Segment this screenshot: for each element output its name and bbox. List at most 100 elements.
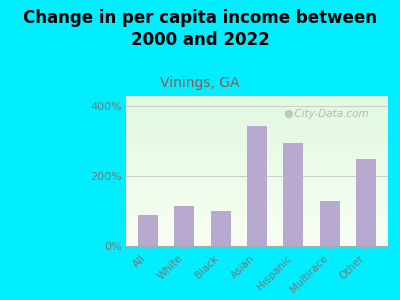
Bar [126,244,388,246]
Bar [126,120,388,122]
Bar [126,188,388,189]
Bar [126,210,388,212]
Bar [126,110,388,111]
Bar [126,100,388,102]
Bar [126,214,388,216]
Bar [126,134,388,135]
Text: ●: ● [283,109,293,119]
Bar [126,222,388,224]
Bar [126,212,388,213]
Bar [126,111,388,112]
Text: City-Data.com: City-Data.com [288,109,369,119]
Bar [126,114,388,116]
Bar [126,201,388,202]
Bar [126,231,388,232]
Bar [126,226,388,228]
Bar [126,130,388,132]
Bar [126,168,388,170]
Bar [126,102,388,104]
Bar [126,219,388,220]
Bar [247,126,267,246]
Bar [126,141,388,142]
Bar [283,143,303,246]
Bar [126,177,388,178]
Bar [126,224,388,225]
Bar [126,158,388,159]
Bar [126,232,388,234]
Bar [126,117,388,118]
Bar [126,129,388,130]
Bar [126,204,388,206]
Bar [126,207,388,208]
Bar [126,198,388,200]
Bar [126,206,388,207]
Bar [356,159,376,246]
Bar [126,105,388,106]
Bar [126,112,388,114]
Bar [126,135,388,136]
Bar [126,165,388,166]
Bar [126,126,388,128]
Bar [138,214,158,246]
Bar [126,192,388,194]
Bar [126,147,388,148]
Bar [126,108,388,110]
Bar [126,195,388,196]
Bar [126,230,388,231]
Bar [126,150,388,152]
Bar [126,148,388,150]
Bar [126,103,388,105]
Bar [126,194,388,195]
Bar [126,208,388,210]
Bar [174,206,194,246]
Bar [126,136,388,138]
Bar [126,202,388,204]
Bar [126,146,388,147]
Bar [126,128,388,129]
Bar [126,178,388,180]
Bar [126,200,388,201]
Bar [126,182,388,183]
Bar [126,138,388,140]
Bar [126,186,388,188]
Bar [126,153,388,154]
Bar [126,164,388,165]
Bar [126,240,388,242]
Bar [126,99,388,100]
Bar [126,237,388,238]
Bar [126,234,388,236]
Bar [126,160,388,162]
Bar [126,162,388,164]
Bar [126,156,388,158]
Bar [126,106,388,108]
Bar [126,228,388,230]
Bar [211,211,231,246]
Bar [126,213,388,214]
Bar [126,218,388,219]
Bar [126,123,388,124]
Bar [126,174,388,176]
Bar [126,236,388,237]
Bar [126,159,388,160]
Bar [126,176,388,177]
Bar [126,243,388,244]
Bar [126,98,388,99]
Bar [126,124,388,126]
Bar [126,167,388,168]
Bar [126,172,388,174]
Bar [126,196,388,198]
Bar [126,225,388,226]
Bar [126,96,388,98]
Bar [126,171,388,172]
Bar [126,154,388,156]
Bar [126,180,388,182]
Bar [126,152,388,153]
Bar [126,132,388,134]
Bar [126,142,388,144]
Bar [126,190,388,192]
Bar [126,238,388,240]
Bar [126,169,388,171]
Bar [126,220,388,222]
Bar [126,116,388,117]
Bar [126,242,388,243]
